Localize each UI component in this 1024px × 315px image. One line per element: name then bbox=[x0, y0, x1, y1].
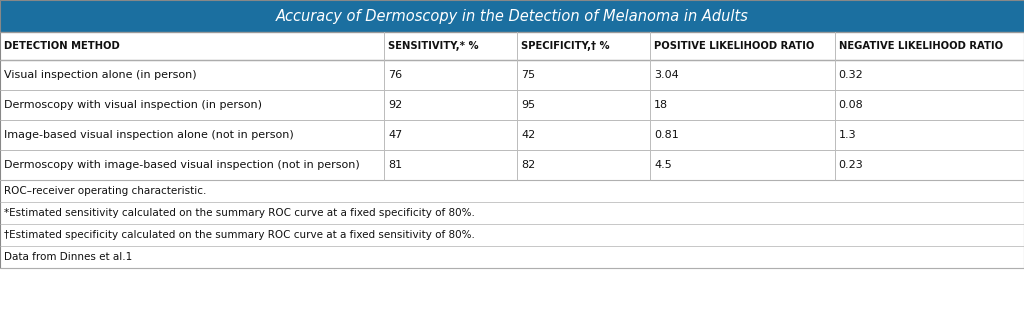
Bar bbox=[0, 224, 1024, 246]
Text: 95: 95 bbox=[521, 100, 536, 110]
Text: 3.04: 3.04 bbox=[654, 70, 679, 80]
Text: NEGATIVE LIKELIHOOD RATIO: NEGATIVE LIKELIHOOD RATIO bbox=[839, 41, 1002, 51]
Text: Visual inspection alone (in person): Visual inspection alone (in person) bbox=[4, 70, 197, 80]
Text: 92: 92 bbox=[388, 100, 402, 110]
Bar bbox=[0, 202, 1024, 224]
Bar bbox=[0, 120, 1024, 150]
Text: DETECTION METHOD: DETECTION METHOD bbox=[4, 41, 120, 51]
Bar bbox=[0, 246, 1024, 268]
Bar bbox=[0, 90, 1024, 120]
Text: Dermoscopy with image-based visual inspection (not in person): Dermoscopy with image-based visual inspe… bbox=[4, 160, 359, 170]
Text: 0.08: 0.08 bbox=[839, 100, 863, 110]
Text: Accuracy of Dermoscopy in the Detection of Melanoma in Adults: Accuracy of Dermoscopy in the Detection … bbox=[275, 9, 749, 24]
Text: 18: 18 bbox=[654, 100, 669, 110]
Bar bbox=[0, 0, 1024, 32]
Bar bbox=[0, 0, 1024, 268]
Text: 0.32: 0.32 bbox=[839, 70, 863, 80]
Text: 82: 82 bbox=[521, 160, 536, 170]
Bar bbox=[0, 32, 1024, 60]
Bar bbox=[0, 60, 1024, 90]
Text: 76: 76 bbox=[388, 70, 402, 80]
Text: *Estimated sensitivity calculated on the summary ROC curve at a fixed specificit: *Estimated sensitivity calculated on the… bbox=[4, 208, 475, 218]
Text: 1.3: 1.3 bbox=[839, 130, 856, 140]
Bar bbox=[0, 150, 1024, 180]
Text: 47: 47 bbox=[388, 130, 402, 140]
Text: †Estimated specificity calculated on the summary ROC curve at a fixed sensitivit: †Estimated specificity calculated on the… bbox=[4, 230, 475, 240]
Text: Dermoscopy with visual inspection (in person): Dermoscopy with visual inspection (in pe… bbox=[4, 100, 262, 110]
Text: Data from Dinnes et al.1: Data from Dinnes et al.1 bbox=[4, 252, 132, 262]
Text: 81: 81 bbox=[388, 160, 402, 170]
Text: 0.81: 0.81 bbox=[654, 130, 679, 140]
Text: POSITIVE LIKELIHOOD RATIO: POSITIVE LIKELIHOOD RATIO bbox=[654, 41, 815, 51]
Text: Image-based visual inspection alone (not in person): Image-based visual inspection alone (not… bbox=[4, 130, 294, 140]
Text: 42: 42 bbox=[521, 130, 536, 140]
Text: 0.23: 0.23 bbox=[839, 160, 863, 170]
Bar bbox=[0, 180, 1024, 202]
Text: ROC–receiver operating characteristic.: ROC–receiver operating characteristic. bbox=[4, 186, 207, 196]
Text: SENSITIVITY,* %: SENSITIVITY,* % bbox=[388, 41, 478, 51]
Text: 75: 75 bbox=[521, 70, 536, 80]
Text: SPECIFICITY,† %: SPECIFICITY,† % bbox=[521, 41, 609, 51]
Text: 4.5: 4.5 bbox=[654, 160, 672, 170]
